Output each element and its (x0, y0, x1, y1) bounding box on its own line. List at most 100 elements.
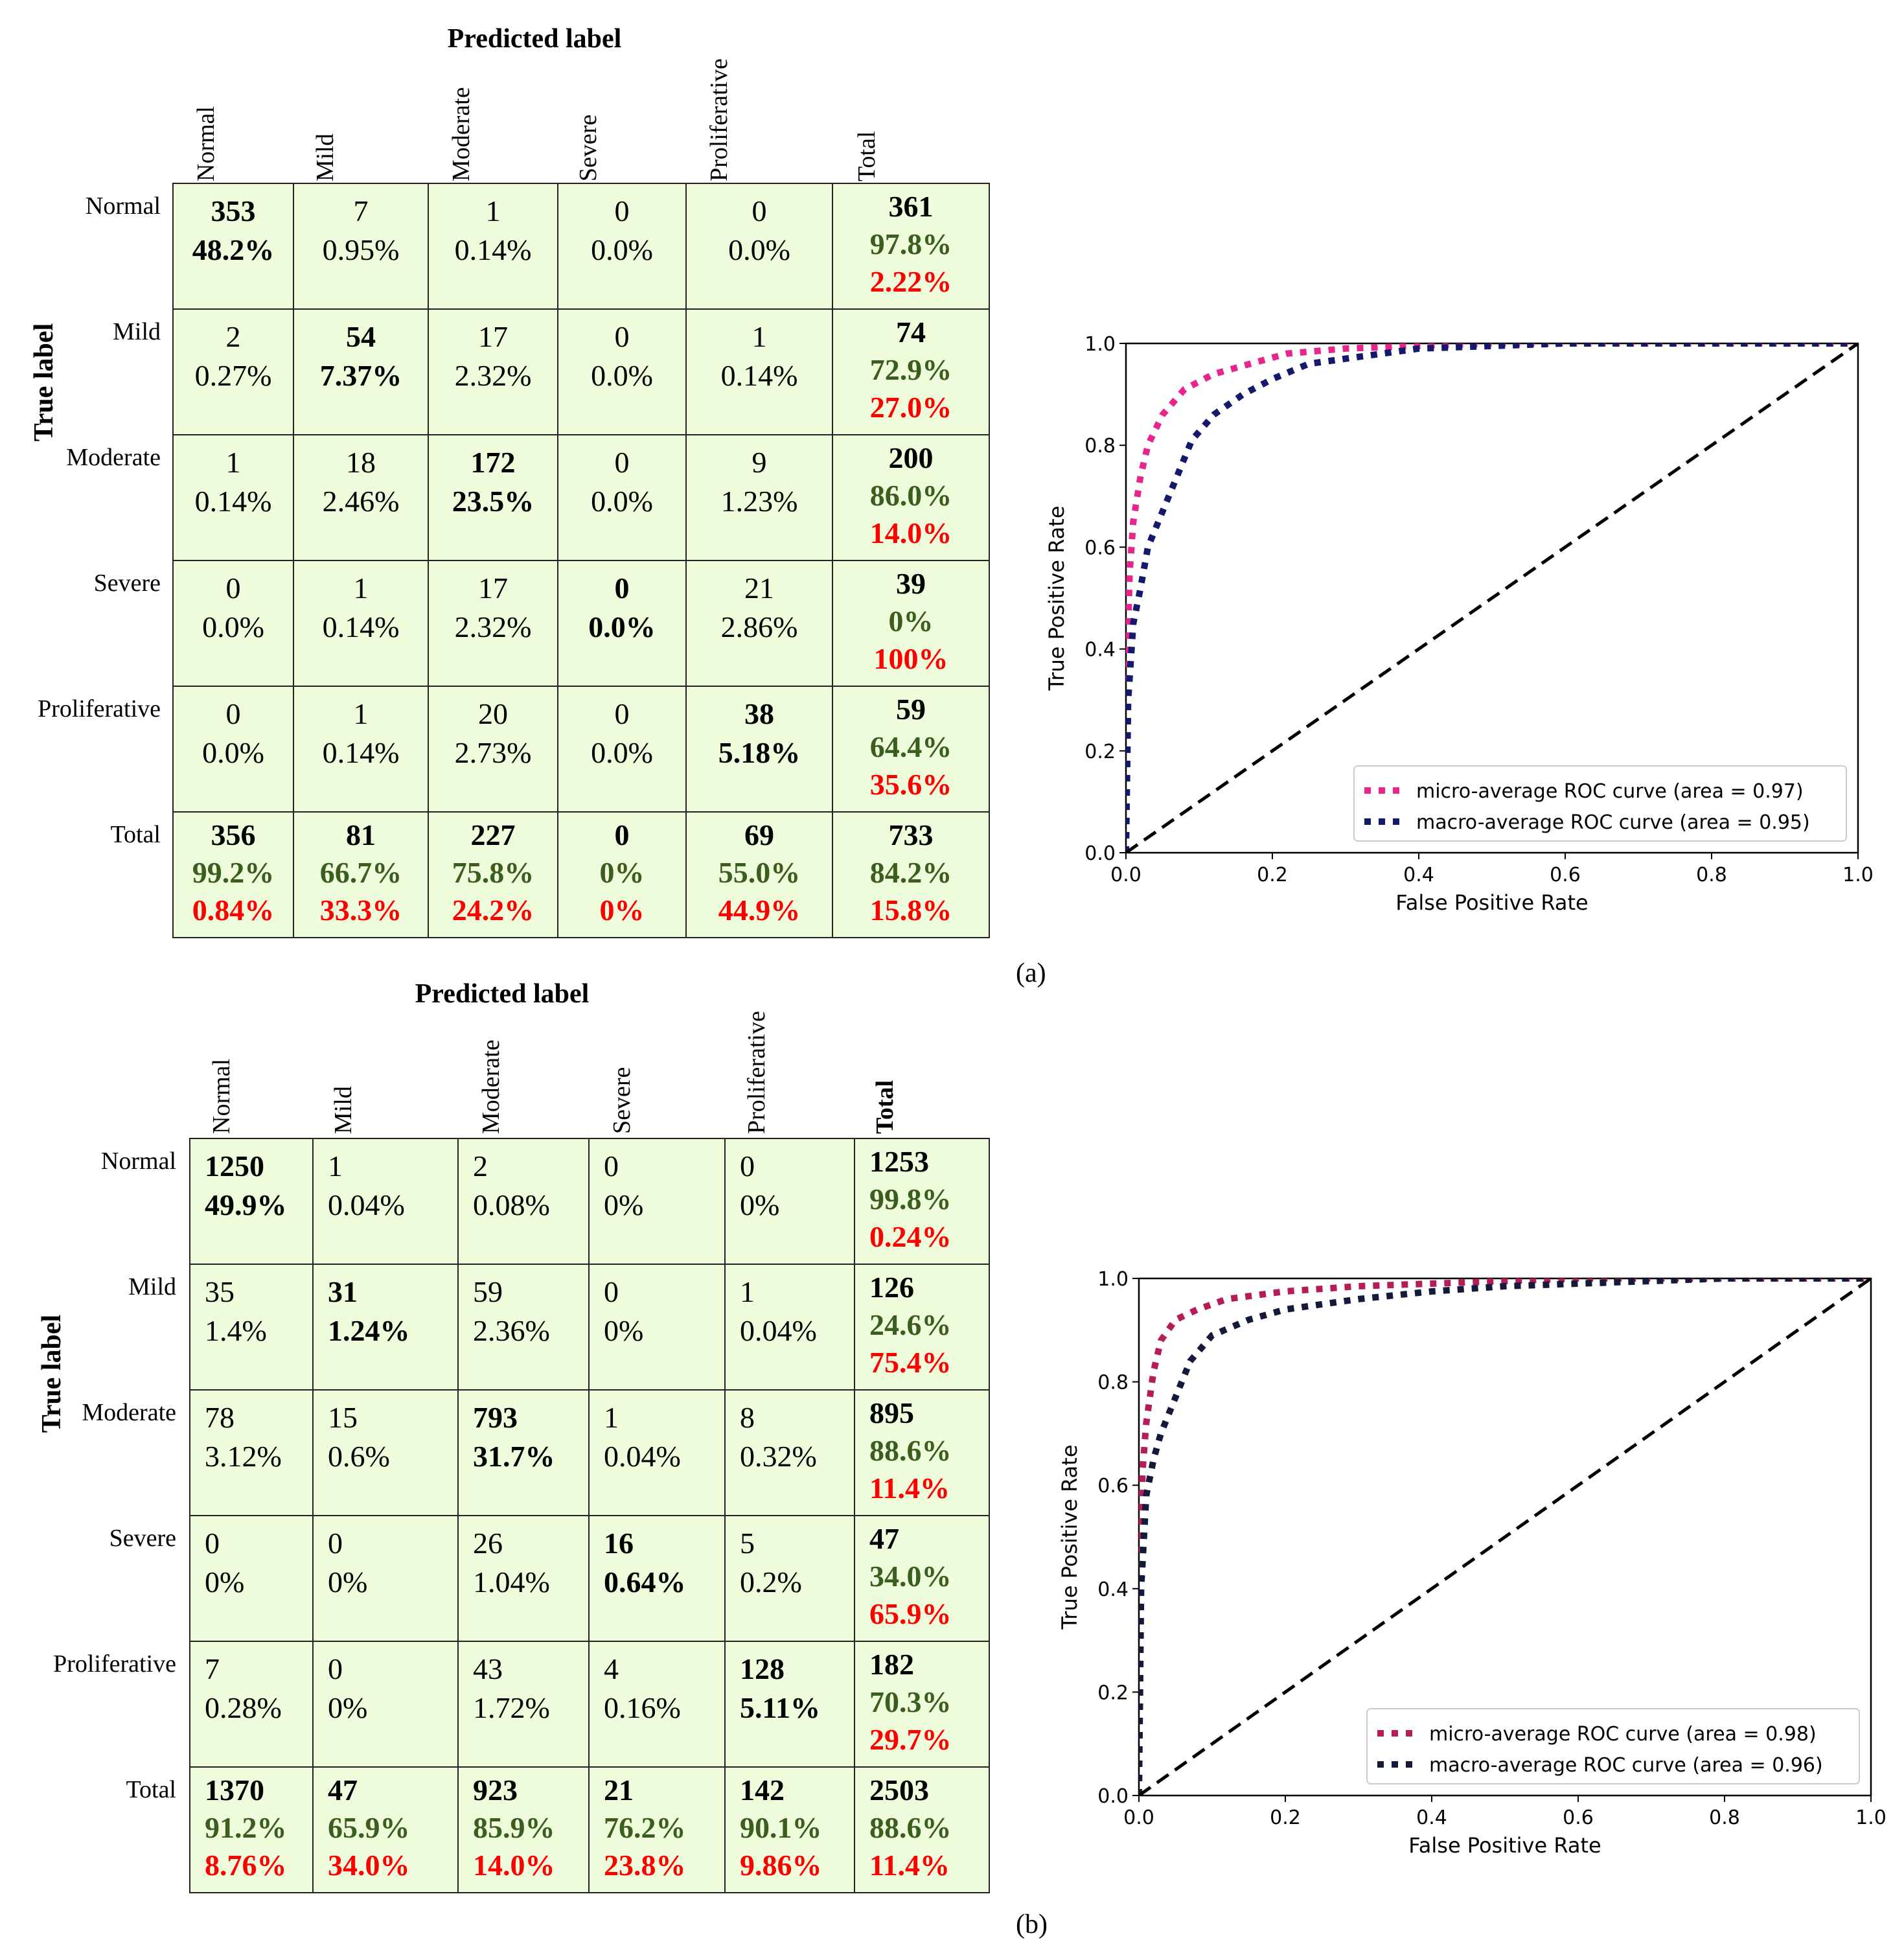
cell-percent: 0.0% (202, 736, 264, 769)
x-tick-label: 0.0 (1110, 864, 1141, 886)
cell-count: 1 (604, 1401, 619, 1434)
matrix-row: 78 3.12% 15 0.6% 793 31.7% 1 0.04% 8 0.32% 895 88.6… (189, 1389, 990, 1516)
y-tick-label: 0.0 (1097, 1785, 1129, 1808)
y-axis-label: True Positive Rate (1044, 505, 1069, 691)
cell-count: 78 (205, 1401, 235, 1434)
cell-percent: 0.16% (604, 1691, 681, 1724)
matrix-row: 353 48.2% 7 0.95% 1 0.14% 0 0.0% 0 0.0% 361 97.8% 2.… (172, 183, 990, 310)
matrix-row: 0 0.0% 1 0.14% 17 2.32% 0 0.0% 21 2.86% 39 0% 100% (172, 560, 990, 687)
predicted-label-heading: Predicted label (447, 24, 622, 54)
matrix-cell: 78 3.12% (189, 1389, 314, 1516)
cell-count: 0 (614, 446, 630, 479)
cell-percent: 0.0% (202, 610, 264, 643)
cell-count: 43 (473, 1652, 503, 1685)
column-total-cell: 227 75.8% 24.2% (428, 811, 558, 938)
total-count: 361 (888, 190, 934, 223)
total-count: 733 (888, 818, 934, 851)
total-count: 126 (869, 1271, 914, 1304)
cell-percent: 3.12% (205, 1440, 282, 1473)
x-tick-label: 0.8 (1696, 864, 1727, 886)
matrix-cell: 128 5.11% (724, 1641, 855, 1768)
confusion-matrix-a: 353 48.2% 7 0.95% 1 0.14% 0 0.0% 0 0.0% 361 97.8% 2.… (172, 183, 990, 938)
legend-entry: micro-average ROC curve (area = 0.98) (1429, 1723, 1817, 1746)
total-correct-percent: 65.9% (328, 1811, 410, 1844)
cell-count: 9 (751, 446, 767, 479)
cell-count: 0 (328, 1527, 343, 1560)
total-correct-percent: 64.4% (869, 730, 952, 763)
matrix-cell: 26 1.04% (457, 1515, 590, 1642)
cell-count: 59 (473, 1275, 503, 1308)
matrix-cell: 38 5.18% (685, 686, 833, 813)
matrix-cell: 0 0% (588, 1264, 726, 1391)
matrix-cell: 15 0.6% (312, 1389, 459, 1516)
column-total-cell: 733 84.2% 15.8% (832, 811, 990, 938)
cell-count: 35 (205, 1275, 235, 1308)
cell-percent: 5.18% (718, 736, 801, 769)
matrix-cell: 0 0.0% (557, 434, 687, 561)
row-header-severe: Severe (109, 1525, 176, 1552)
column-total-cell: 142 90.1% 9.86% (724, 1766, 855, 1893)
column-total-cell: 47 65.9% 34.0% (312, 1766, 459, 1893)
total-count: 227 (470, 818, 516, 851)
total-count: 81 (346, 818, 376, 851)
matrix-cell: 9 1.23% (685, 434, 833, 561)
total-error-percent: 65.9% (869, 1597, 952, 1630)
total-correct-percent: 75.8% (452, 856, 534, 889)
matrix-cell: 172 23.5% (428, 434, 558, 561)
total-correct-percent: 85.9% (473, 1811, 555, 1844)
legend-box (1353, 765, 1847, 842)
row-total-cell: 47 34.0% 65.9% (854, 1515, 990, 1642)
matrix-cell: 43 1.72% (457, 1641, 590, 1768)
cell-percent: 0.0% (591, 485, 653, 518)
matrix-row: 35 1.4% 31 1.24% 59 2.36% 0 0% 1 0.04% 126 24.6% 75.… (189, 1264, 990, 1391)
total-error-percent: 0.84% (192, 894, 275, 927)
x-tick-label: 1.0 (1842, 864, 1874, 886)
matrix-cell: 0 0.0% (557, 183, 687, 310)
row-total-cell: 39 0% 100% (832, 560, 990, 687)
matrix-cell: 1 0.04% (724, 1264, 855, 1391)
cell-percent: 2.32% (454, 610, 532, 643)
cell-percent: 0.14% (720, 359, 798, 392)
cell-count: 0 (328, 1652, 343, 1685)
cell-percent: 2.32% (454, 359, 532, 392)
cell-count: 2 (473, 1149, 488, 1183)
cell-count: 0 (614, 572, 630, 605)
cell-count: 0 (225, 697, 241, 730)
cell-percent: 2.86% (720, 610, 798, 643)
micro-average-roc-line (1126, 343, 1858, 853)
total-count: 21 (604, 1773, 634, 1807)
total-error-percent: 29.7% (869, 1723, 952, 1756)
confusion-matrix-b: 1250 49.9% 1 0.04% 2 0.08% 0 0% 0 0% 1253 99.8% 0.24… (189, 1138, 990, 1893)
total-correct-percent: 88.6% (869, 1434, 952, 1467)
cell-percent: 0.0% (728, 233, 790, 266)
col-header-total: Total (871, 1080, 899, 1134)
cell-percent: 0.14% (322, 610, 400, 643)
x-tick-label: 0.4 (1416, 1807, 1447, 1829)
total-count: 182 (869, 1648, 914, 1681)
cell-count: 31 (328, 1275, 358, 1308)
total-count: 895 (869, 1396, 914, 1429)
row-total-cell: 361 97.8% 2.22% (832, 183, 990, 310)
cell-percent: 0.32% (740, 1440, 817, 1473)
matrix-cell: 793 31.7% (457, 1389, 590, 1516)
x-tick-label: 0.8 (1709, 1807, 1740, 1829)
cell-count: 20 (478, 697, 508, 730)
total-count: 2503 (869, 1773, 929, 1807)
total-correct-percent: 0% (599, 856, 645, 889)
row-header-normal: Normal (100, 1148, 176, 1175)
cell-percent: 0.04% (740, 1314, 817, 1347)
row-total-cell: 182 70.3% 29.7% (854, 1641, 990, 1768)
matrix-cell: 18 2.46% (293, 434, 429, 561)
cell-percent: 0% (604, 1314, 644, 1347)
total-correct-percent: 99.8% (869, 1183, 952, 1216)
x-tick-label: 0.6 (1550, 864, 1581, 886)
total-correct-percent: 76.2% (604, 1811, 686, 1844)
row-header-proliferative: Proliferative (53, 1650, 176, 1678)
cell-percent: 0.14% (194, 485, 272, 518)
cell-percent: 0% (604, 1188, 644, 1221)
total-count: 69 (744, 818, 774, 851)
total-error-percent: 14.0% (473, 1849, 555, 1882)
col-header-moderate: Moderate (477, 1039, 505, 1134)
cell-count: 15 (328, 1401, 358, 1434)
cell-percent: 23.5% (452, 485, 534, 518)
